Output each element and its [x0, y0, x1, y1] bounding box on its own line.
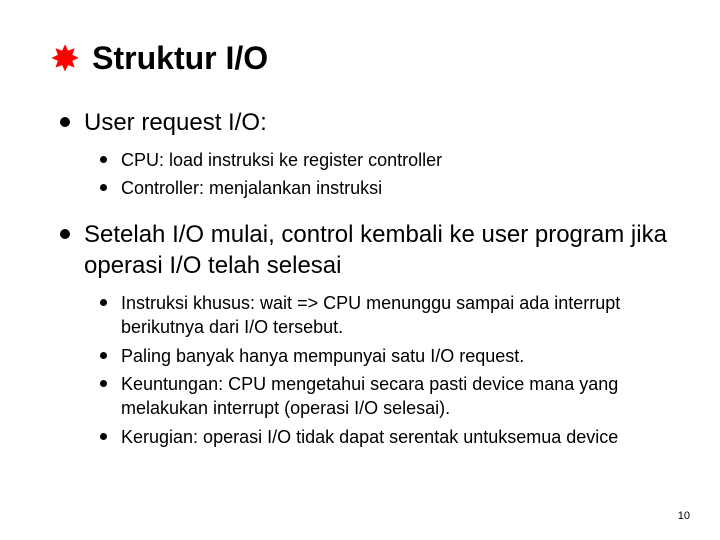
list-item: User request I/O: CPU: load instruksi ke… — [60, 107, 670, 201]
list-item: Controller: menjalankan instruksi — [100, 176, 670, 200]
slide-title-row: ✸ Struktur I/O — [50, 40, 670, 77]
list-item-text: CPU: load instruksi ke register controll… — [121, 148, 442, 172]
bullet-icon — [100, 433, 107, 440]
bullet-icon — [100, 299, 107, 306]
list-item-text: Controller: menjalankan instruksi — [121, 176, 382, 200]
bullet-icon — [100, 156, 107, 163]
list-item-text: Setelah I/O mulai, control kembali ke us… — [84, 219, 670, 281]
bullet-list-level2: Instruksi khusus: wait => CPU menunggu s… — [60, 291, 670, 449]
bullet-icon — [100, 184, 107, 191]
list-item-text: Keuntungan: CPU mengetahui secara pasti … — [121, 372, 670, 421]
list-item: Paling banyak hanya mempunyai satu I/O r… — [100, 344, 670, 368]
bullet-icon — [100, 380, 107, 387]
bullet-icon — [60, 229, 70, 239]
slide-title: Struktur I/O — [92, 40, 268, 77]
list-item: CPU: load instruksi ke register controll… — [100, 148, 670, 172]
bullet-icon — [100, 352, 107, 359]
bullet-list-level1: User request I/O: CPU: load instruksi ke… — [50, 107, 670, 449]
list-item-text: Paling banyak hanya mempunyai satu I/O r… — [121, 344, 524, 368]
star-icon: ✸ — [50, 41, 80, 77]
list-item: Instruksi khusus: wait => CPU menunggu s… — [100, 291, 670, 340]
list-item-row: User request I/O: — [60, 107, 670, 138]
list-item: Keuntungan: CPU mengetahui secara pasti … — [100, 372, 670, 421]
list-item-text: Kerugian: operasi I/O tidak dapat serent… — [121, 425, 618, 449]
list-item: Kerugian: operasi I/O tidak dapat serent… — [100, 425, 670, 449]
list-item: Setelah I/O mulai, control kembali ke us… — [60, 219, 670, 449]
bullet-icon — [60, 117, 70, 127]
bullet-list-level2: CPU: load instruksi ke register controll… — [60, 148, 670, 201]
page-number: 10 — [678, 510, 690, 522]
list-item-text: Instruksi khusus: wait => CPU menunggu s… — [121, 291, 670, 340]
list-item-row: Setelah I/O mulai, control kembali ke us… — [60, 219, 670, 281]
list-item-text: User request I/O: — [84, 107, 267, 138]
